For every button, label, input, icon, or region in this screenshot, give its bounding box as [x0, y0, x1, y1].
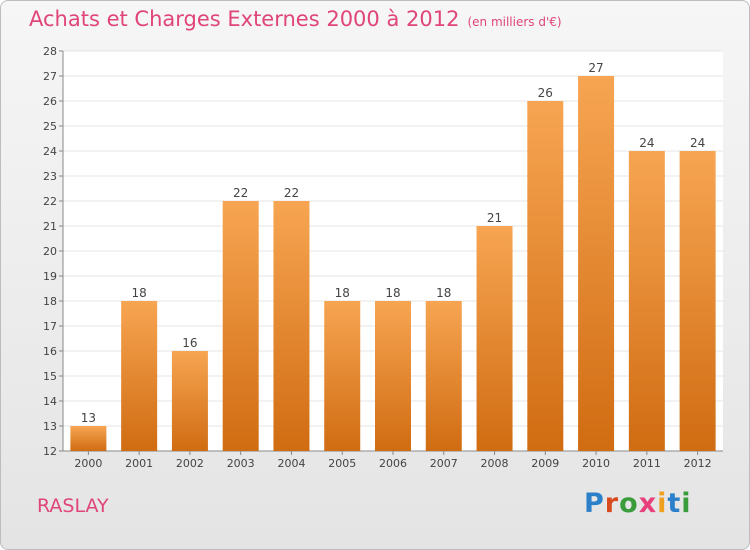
y-tick-label: 21	[43, 220, 57, 233]
y-tick-label: 23	[43, 170, 57, 183]
bar	[679, 151, 716, 451]
bar-value-label: 22	[233, 186, 248, 200]
y-tick-label: 22	[43, 195, 57, 208]
y-tick-label: 14	[43, 395, 57, 408]
x-tick-label: 2005	[328, 457, 356, 470]
bar	[476, 226, 513, 451]
y-tick-label: 20	[43, 245, 57, 258]
x-tick-label: 2007	[430, 457, 458, 470]
x-tick-label: 2012	[684, 457, 712, 470]
y-tick-label: 15	[43, 370, 57, 383]
x-tick-label: 2003	[227, 457, 255, 470]
chart-subtitle: (en milliers d'€)	[467, 15, 562, 29]
y-tick-label: 19	[43, 270, 57, 283]
title-text: Achats et Charges Externes 2000 à 2012	[29, 7, 460, 31]
bar	[628, 151, 665, 451]
x-tick-label: 2008	[481, 457, 509, 470]
y-tick-label: 18	[43, 295, 57, 308]
logo-letter: o	[619, 488, 639, 519]
commune-name: RASLAY	[37, 495, 109, 517]
bar-value-label: 18	[385, 286, 400, 300]
bar-value-label: 13	[81, 411, 96, 425]
y-tick-label: 13	[43, 420, 57, 433]
bar	[222, 201, 259, 451]
bar	[121, 301, 158, 451]
x-tick-label: 2010	[582, 457, 610, 470]
x-tick-label: 2004	[277, 457, 305, 470]
bar-value-label: 26	[538, 86, 553, 100]
bar-value-label: 18	[335, 286, 350, 300]
y-tick-label: 24	[43, 145, 57, 158]
y-tick-label: 26	[43, 95, 57, 108]
y-tick-label: 16	[43, 345, 57, 358]
bar	[375, 301, 411, 451]
x-tick-label: 2002	[176, 457, 204, 470]
y-tick-label: 25	[43, 120, 57, 133]
bar-value-label: 18	[132, 286, 147, 300]
bar-value-label: 24	[690, 136, 705, 150]
x-tick-label: 2009	[531, 457, 559, 470]
bar-value-label: 18	[436, 286, 451, 300]
x-tick-label: 2000	[74, 457, 102, 470]
logo-letter: i	[681, 488, 692, 519]
logo-letter: t	[667, 488, 682, 519]
bar	[70, 426, 107, 451]
logo-letter: r	[604, 488, 620, 519]
x-tick-label: 2001	[125, 457, 153, 470]
bar-value-label: 22	[284, 186, 299, 200]
proxiti-logo[interactable]: Proxiti	[584, 488, 692, 519]
bar	[527, 101, 564, 451]
logo-letter: x	[638, 488, 658, 519]
y-tick-label: 27	[43, 70, 57, 83]
y-tick-label: 28	[43, 45, 57, 58]
chart-title: Achats et Charges Externes 2000 à 2012 (e…	[29, 7, 562, 31]
x-tick-label: 2011	[633, 457, 661, 470]
bar	[425, 301, 462, 451]
bar	[324, 301, 361, 451]
bar-value-label: 21	[487, 211, 502, 225]
bar	[578, 76, 615, 451]
bar-value-label: 16	[182, 336, 197, 350]
logo-letter: i	[657, 488, 668, 519]
y-tick-label: 17	[43, 320, 57, 333]
bar-value-label: 24	[639, 136, 654, 150]
x-tick-label: 2006	[379, 457, 407, 470]
bar	[171, 351, 208, 451]
bar	[273, 201, 310, 451]
y-tick-label: 12	[43, 445, 57, 458]
bar-value-label: 27	[588, 61, 603, 75]
logo-letter: P	[584, 488, 605, 519]
